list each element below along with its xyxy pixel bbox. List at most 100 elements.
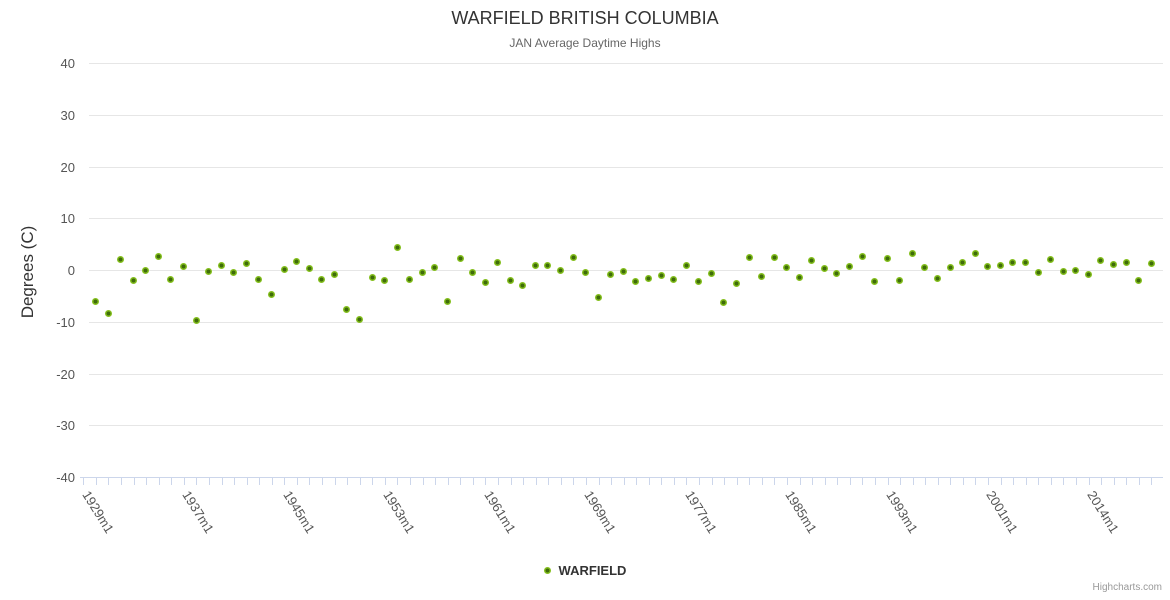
x-axis-tick [246,478,248,485]
data-point[interactable] [569,254,577,262]
y-axis-tick-label: 40 [60,56,75,71]
x-axis-tick [523,478,525,485]
data-point[interactable] [1072,266,1080,274]
data-point[interactable] [544,262,552,270]
data-point[interactable] [996,261,1004,269]
data-point[interactable] [92,297,100,305]
data-point[interactable] [732,280,740,288]
data-point[interactable] [745,254,753,262]
data-point[interactable] [217,262,225,270]
data-point[interactable] [1059,267,1067,275]
data-point[interactable] [1109,260,1117,268]
data-point[interactable] [406,275,414,283]
x-axis-tick [736,478,738,485]
data-point[interactable] [846,263,854,271]
data-point[interactable] [192,316,200,324]
data-point[interactable] [343,306,351,314]
data-point[interactable] [242,260,250,268]
data-point[interactable] [506,277,514,285]
data-point[interactable] [871,278,879,286]
legend[interactable]: WARFIELD [0,563,1170,578]
data-point[interactable] [1034,269,1042,277]
data-point[interactable] [305,264,313,272]
data-point[interactable] [758,272,766,280]
data-point[interactable] [519,282,527,290]
credits-link[interactable]: Highcharts.com [1092,582,1162,593]
data-point[interactable] [946,263,954,271]
data-point[interactable] [104,309,112,317]
data-point[interactable] [820,265,828,273]
data-point[interactable] [1084,271,1092,279]
data-point[interactable] [255,275,263,283]
data-point[interactable] [154,252,162,260]
data-point[interactable] [971,249,979,257]
data-point[interactable] [431,263,439,271]
data-point[interactable] [280,265,288,273]
x-axis-tick [849,478,851,485]
data-point[interactable] [393,243,401,251]
data-point[interactable] [494,259,502,267]
data-point[interactable] [205,267,213,275]
data-point[interactable] [695,277,703,285]
data-point[interactable] [883,254,891,262]
data-point[interactable] [934,274,942,282]
data-point[interactable] [645,275,652,283]
data-point[interactable] [443,298,451,306]
data-point[interactable] [908,249,916,257]
data-point[interactable] [594,294,602,302]
data-point[interactable] [582,268,590,276]
data-point[interactable] [230,269,238,277]
y-axis-tick-label: -20 [56,366,75,382]
x-axis-tick [108,478,110,485]
data-point[interactable] [670,276,678,284]
data-point[interactable] [293,258,301,266]
x-axis-tick [171,478,173,485]
data-point[interactable] [456,255,464,263]
data-point[interactable] [330,270,338,278]
data-point[interactable] [355,315,363,323]
data-point[interactable] [1021,259,1029,267]
data-point[interactable] [607,270,615,278]
data-point[interactable] [619,268,627,276]
data-point[interactable] [1097,256,1105,264]
data-point[interactable] [1047,255,1055,263]
data-point[interactable] [117,256,125,264]
data-point[interactable] [557,267,565,275]
data-point[interactable] [858,253,866,261]
data-point[interactable] [921,263,929,271]
data-point[interactable] [959,259,967,267]
data-point[interactable] [1009,259,1017,267]
data-point[interactable] [707,270,715,278]
data-point[interactable] [381,277,389,285]
data-point[interactable] [368,274,376,282]
data-point[interactable] [531,261,539,269]
data-point[interactable] [469,268,477,276]
data-point[interactable] [833,269,841,277]
data-point[interactable] [1147,259,1155,267]
x-axis-tick [1013,478,1015,485]
data-point[interactable] [418,268,426,276]
data-point[interactable] [142,266,150,274]
data-point[interactable] [129,276,137,284]
data-point[interactable] [770,253,778,261]
data-point[interactable] [481,279,489,287]
data-point[interactable] [984,263,992,271]
data-point[interactable] [167,276,175,284]
data-point[interactable] [318,275,326,283]
data-point[interactable] [783,263,791,271]
x-axis-tick [648,478,650,485]
data-point[interactable] [268,290,276,298]
data-point[interactable] [1122,258,1130,266]
data-point[interactable] [1135,276,1143,284]
x-axis-tick [1000,478,1002,485]
data-point[interactable] [795,274,803,282]
data-point[interactable] [682,261,690,269]
data-point[interactable] [632,278,640,286]
x-axis-tick [598,478,600,485]
x-axis-tick [158,478,160,485]
data-point[interactable] [896,276,904,284]
data-point[interactable] [657,271,665,279]
data-point[interactable] [808,256,816,264]
data-point[interactable] [720,298,728,306]
data-point[interactable] [180,263,188,271]
